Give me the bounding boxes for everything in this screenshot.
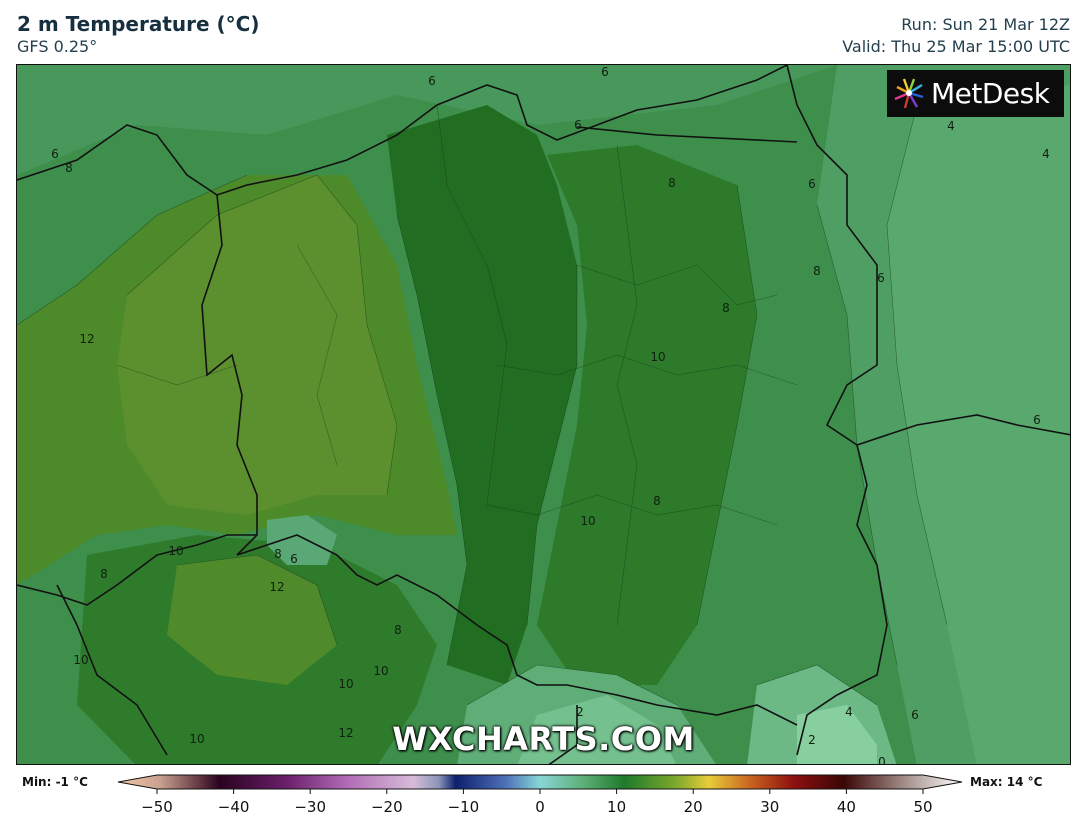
contour-label: 4: [947, 119, 955, 133]
contour-label: 2: [576, 705, 584, 719]
wxcharts-watermark: WXCHARTS.COM: [392, 720, 695, 758]
contour-label: 6: [911, 708, 919, 722]
contour-label: 6: [877, 271, 885, 285]
colorbar-max-label: Max: 14 °C: [970, 775, 1043, 789]
colorbar-tick-label: −30: [294, 798, 327, 816]
contour-label: 6: [428, 74, 436, 88]
colorbar: Min: -1 °C Max: 14 °C: [0, 765, 1088, 833]
contour-label: 0: [878, 755, 886, 765]
colorbar-bar: [117, 774, 963, 790]
colorbar-tick-label: −40: [217, 798, 250, 816]
colorbar-scale: [117, 774, 963, 794]
contour-label: 6: [1033, 413, 1041, 427]
colorbar-tick-label: −10: [447, 798, 480, 816]
bohemia-warm: [167, 555, 337, 685]
east-carpathians-colder: [797, 705, 877, 764]
isotherm-lines: [17, 104, 948, 706]
contour-label: 12: [269, 580, 285, 594]
sudetes-cold: [267, 515, 337, 565]
contour-label: 4: [845, 705, 853, 719]
contour-label: 6: [290, 552, 298, 566]
contour-label: 2: [808, 733, 816, 747]
carpathians-colder: [517, 695, 677, 764]
contour-label: 6: [51, 147, 59, 161]
colorbar-tick-label: 30: [760, 798, 780, 816]
colorbar-ticks: [156, 789, 924, 794]
map-canvas: [17, 65, 1070, 764]
contour-label: 8: [813, 264, 821, 278]
cooler-region-east: [887, 85, 1070, 764]
contour-label: 10: [373, 664, 389, 678]
colorbar-tick-label: 10: [607, 798, 627, 816]
colorbar-min-label: Min: -1 °C: [22, 775, 88, 789]
chart-title: 2 m Temperature (°C): [17, 12, 260, 36]
contour-label: 10: [338, 677, 354, 691]
deep-green-band: [387, 105, 577, 685]
contour-label: 10: [73, 653, 89, 667]
run-time: Run: Sun 21 Mar 12Z: [901, 15, 1070, 34]
colorbar-tick-label: 0: [535, 798, 545, 816]
contour-label: 6: [808, 177, 816, 191]
contour-label: 12: [79, 332, 95, 346]
model-name: GFS 0.25°: [17, 37, 98, 56]
contour-label: 8: [722, 301, 730, 315]
contour-label: 10: [189, 732, 205, 746]
temperature-map[interactable]: 6 6 6 8 4 4 8 6 8 6 8 12 10 6 10 8 10 8 …: [16, 64, 1071, 765]
contour-label: 8: [274, 547, 282, 561]
metdesk-flower-icon: [894, 78, 924, 109]
colorbar-tick-label: −50: [141, 798, 173, 816]
contour-label: 8: [394, 623, 402, 637]
dark-green-band: [537, 145, 757, 685]
colorbar-tick-label: 20: [683, 798, 703, 816]
metdesk-logo: MetDesk: [887, 70, 1064, 117]
contour-label: 6: [574, 118, 582, 132]
region-borders: [116, 104, 798, 626]
metdesk-logo-text: MetDesk: [931, 77, 1050, 110]
contour-label: 8: [653, 494, 661, 508]
contour-label: 8: [668, 176, 676, 190]
contour-label: 4: [1042, 147, 1050, 161]
colorbar-tick-label: −20: [370, 798, 403, 816]
contour-label: 12: [338, 726, 354, 740]
contour-label: 8: [65, 161, 73, 175]
contour-label: 10: [650, 350, 666, 364]
contour-label: 6: [601, 65, 609, 79]
colorbar-tick-label: 40: [836, 798, 856, 816]
contour-label: 8: [100, 567, 108, 581]
valid-time: Valid: Thu 25 Mar 15:00 UTC: [842, 37, 1070, 56]
country-borders: [17, 65, 1070, 764]
colorbar-tick-label: 50: [913, 798, 933, 816]
contour-label: 10: [580, 514, 596, 528]
chart-header: 2 m Temperature (°C) GFS 0.25° Run: Sun …: [0, 0, 1088, 64]
cool-region-north: [17, 65, 837, 175]
contour-label: 10: [168, 544, 184, 558]
